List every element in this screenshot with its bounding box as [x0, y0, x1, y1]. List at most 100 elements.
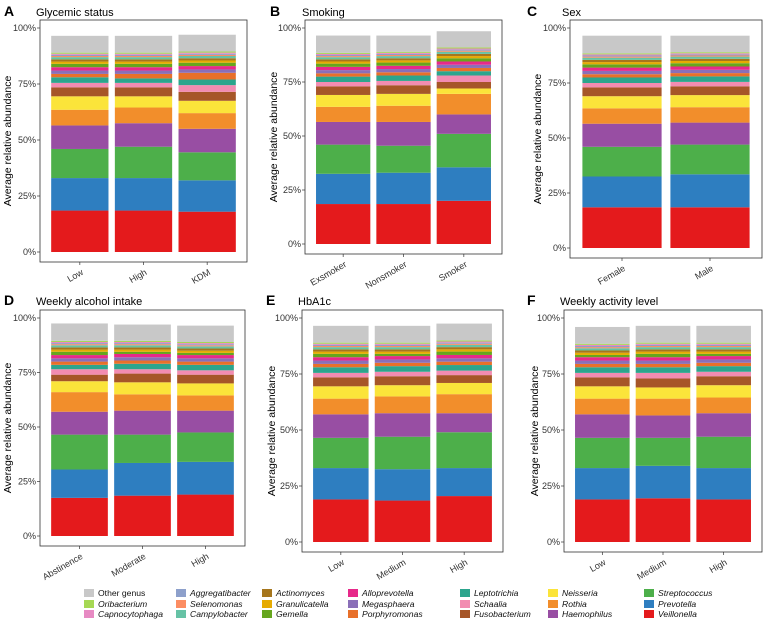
y-tick-label: 0%	[285, 537, 298, 547]
bar-segment-selenomonas	[313, 346, 369, 348]
bar-segment-oribacterium	[177, 341, 234, 344]
bar-segment-porphyromonas	[670, 73, 750, 77]
bar-segment-granulicatella	[374, 351, 431, 354]
y-tick-label: 50%	[283, 131, 301, 141]
y-tick-label: 0%	[553, 243, 566, 253]
bar-segment-capnocytophaga	[696, 343, 751, 345]
legend-label: Other genus	[98, 588, 146, 598]
bar-segment-actinomyces	[51, 59, 109, 62]
legend-swatch	[548, 589, 558, 597]
bar-segment-leptotrichia	[177, 364, 234, 371]
bar-segment-streptococcus	[436, 133, 491, 168]
bar-segment-haemophilus	[313, 414, 369, 438]
bar-segment-schaalia	[436, 75, 491, 82]
bar-segment-other-genus	[696, 325, 751, 343]
x-tick-label: Exsmoker	[309, 259, 349, 288]
y-tick-label: 75%	[280, 369, 298, 379]
bar-segment-capnocytophaga	[376, 52, 431, 54]
bar-segment-fusobacterium	[670, 86, 750, 96]
bar-segment-schaalia	[696, 371, 751, 377]
bar-segment-megasphaera	[376, 69, 431, 73]
bar-segment-oribacterium	[376, 51, 431, 53]
bar-segment-capnocytophaga	[51, 341, 108, 344]
bar-segment-haemophilus	[696, 413, 751, 437]
bar-segment-prevotella	[582, 176, 662, 208]
bar-segment-actinomyces	[436, 347, 492, 350]
bar-segment-alloprevotella	[177, 355, 234, 359]
bar-segment-veillonella	[51, 497, 108, 536]
bar-segment-capnocytophaga	[670, 53, 750, 55]
x-tick-label: Medium	[375, 557, 408, 582]
bar-segment-porphyromonas	[376, 72, 431, 76]
bar-segment-actinomyces	[114, 347, 171, 350]
legend-swatch	[84, 599, 94, 608]
bar-segment-haemophilus	[374, 413, 431, 437]
bar-segment-alloprevotella	[51, 67, 109, 71]
y-tick-label: 50%	[18, 135, 36, 145]
bar-segment-other-genus	[51, 323, 108, 341]
bar-segment-granulicatella	[436, 349, 492, 352]
legend-label: Porphyromonas	[362, 609, 423, 619]
bar-segment-neisseria	[696, 385, 751, 398]
bar-segment-aggregatibacter	[696, 344, 751, 346]
y-tick-label: 25%	[283, 185, 301, 195]
legend-item-selenomonas: Selenomonas	[176, 599, 243, 609]
bar-segment-alloprevotella	[575, 357, 630, 361]
bar-segment-porphyromonas	[635, 363, 691, 368]
bar-segment-prevotella	[316, 173, 371, 205]
bar-segment-leptotrichia	[114, 363, 171, 370]
bar-segment-schaalia	[114, 82, 173, 88]
bar-segment-megasphaera	[670, 69, 750, 74]
bar-segment-leptotrichia	[436, 365, 492, 371]
legend-label: Schaalia	[474, 598, 507, 609]
y-tick-label: 50%	[548, 133, 566, 143]
bar-segment-fusobacterium	[316, 86, 371, 95]
legend-swatch	[460, 610, 470, 618]
bar-segment-rothia	[313, 398, 369, 415]
legend-item-aggregatibacter: Aggregatibacter	[176, 588, 251, 598]
y-axis-label: Average relative abundance	[529, 366, 541, 497]
y-tick-label: 0%	[23, 531, 36, 541]
legend-label: Aggregatibacter	[190, 588, 251, 598]
bar-segment-actinomyces	[575, 350, 630, 353]
bar-segment-prevotella	[436, 167, 491, 201]
y-tick-label: 25%	[18, 191, 36, 201]
bar-segment-actinomyces	[670, 58, 750, 61]
bar-segment-gemella	[51, 351, 108, 356]
panel-border	[39, 309, 246, 547]
bar-segment-porphyromonas	[316, 73, 371, 77]
bar-segment-rothia	[436, 394, 492, 414]
bar-segment-leptotrichia	[313, 367, 369, 373]
bar-segment-fusobacterium	[177, 374, 234, 384]
bar-segment-porphyromonas	[51, 361, 108, 365]
bar-segment-capnocytophaga	[436, 341, 492, 343]
panel-letter: B	[270, 3, 280, 19]
bar-segment-schaalia	[316, 82, 371, 87]
bar-segment-oribacterium	[51, 340, 108, 342]
bar-segment-gemella	[177, 352, 234, 356]
bar-segment-granulicatella	[696, 351, 751, 354]
legend-item-fusobacterium: Fusobacterium	[460, 609, 531, 619]
bar-segment-actinomyces	[582, 59, 662, 63]
bar-segment-prevotella	[177, 461, 234, 495]
bar-segment-schaalia	[670, 81, 750, 87]
bar-segment-leptotrichia	[575, 367, 630, 373]
bar-segment-other-genus	[316, 35, 371, 53]
x-tick-label: High	[127, 267, 148, 285]
bar-segment-porphyromonas	[436, 361, 492, 366]
bar-segment-schaalia	[51, 82, 109, 88]
bar-segment-neisseria	[582, 96, 662, 109]
bar-segment-aggregatibacter	[178, 53, 236, 55]
legend-label: Neisseria	[562, 588, 598, 598]
x-tick-label: Medium	[635, 557, 668, 582]
bar-segment-aggregatibacter	[670, 54, 750, 56]
bar-segment-granulicatella	[436, 56, 491, 59]
legend-label: Granulicatella	[276, 598, 329, 609]
bar-segment-leptotrichia	[582, 77, 662, 83]
bar-segment-aggregatibacter	[582, 55, 662, 57]
legend-swatch	[644, 610, 654, 618]
bar-segment-gemella	[313, 353, 369, 358]
bar-segment-veillonella	[670, 207, 750, 248]
bar-segment-selenomonas	[316, 56, 371, 58]
